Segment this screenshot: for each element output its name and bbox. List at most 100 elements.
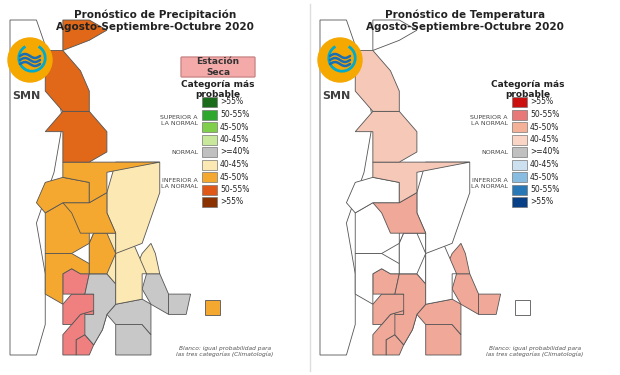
Text: Blanco: igual probabilidad para
las tres categorías (Climatología): Blanco: igual probabilidad para las tres… [486, 346, 583, 357]
Bar [202, 197, 217, 207]
Polygon shape [355, 254, 399, 304]
Polygon shape [373, 193, 426, 233]
Bar [202, 184, 217, 195]
Polygon shape [395, 274, 426, 345]
Polygon shape [373, 162, 470, 203]
Polygon shape [373, 309, 417, 355]
Bar [202, 135, 217, 144]
Text: Blanco: igual probabilidad para
las tres categorías (Climatología): Blanco: igual probabilidad para las tres… [176, 346, 273, 357]
Circle shape [8, 38, 52, 82]
Text: NORMAL: NORMAL [171, 150, 198, 154]
Polygon shape [63, 193, 116, 233]
Polygon shape [399, 233, 426, 284]
Text: 45-50%: 45-50% [530, 123, 559, 132]
Polygon shape [355, 203, 399, 254]
Text: Categoría más
probable: Categoría más probable [491, 80, 565, 99]
Text: >55%: >55% [530, 198, 553, 207]
Polygon shape [76, 335, 94, 355]
Bar [512, 97, 527, 107]
Polygon shape [63, 309, 107, 355]
Text: 45-50%: 45-50% [220, 172, 249, 182]
Polygon shape [85, 294, 94, 314]
Polygon shape [63, 294, 98, 324]
Polygon shape [45, 51, 89, 111]
Text: >=40%: >=40% [530, 147, 559, 156]
Bar [202, 97, 217, 107]
Polygon shape [515, 300, 530, 315]
Text: >55%: >55% [220, 98, 243, 106]
Bar [202, 159, 217, 170]
Text: SUPERIOR A
LA NORMAL: SUPERIOR A LA NORMAL [161, 116, 198, 126]
Polygon shape [45, 111, 107, 162]
Bar [512, 197, 527, 207]
Polygon shape [116, 243, 146, 304]
Text: >=40%: >=40% [220, 147, 249, 156]
Polygon shape [347, 177, 399, 213]
Text: >55%: >55% [220, 198, 243, 207]
Bar [512, 172, 527, 182]
Polygon shape [89, 233, 116, 284]
Text: 40-45%: 40-45% [220, 160, 249, 169]
Polygon shape [355, 51, 399, 111]
Text: INFERIOR A
LA NORMAL: INFERIOR A LA NORMAL [471, 178, 508, 189]
Text: 45-50%: 45-50% [530, 172, 559, 182]
Polygon shape [45, 254, 89, 304]
Polygon shape [142, 274, 169, 314]
Polygon shape [373, 269, 399, 294]
Text: 40-45%: 40-45% [530, 160, 559, 169]
Bar [512, 184, 527, 195]
Polygon shape [395, 294, 404, 314]
Polygon shape [10, 20, 63, 355]
Text: SUPERIOR A
LA NORMAL: SUPERIOR A LA NORMAL [471, 116, 508, 126]
Text: Pronóstico de Temperatura
Agosto-Septiembre-Octubre 2020: Pronóstico de Temperatura Agosto-Septiem… [366, 10, 564, 32]
Text: NORMAL: NORMAL [481, 150, 508, 154]
FancyBboxPatch shape [181, 57, 255, 77]
Polygon shape [169, 294, 190, 314]
Polygon shape [479, 294, 500, 314]
Text: Pronóstico de Precipitación
Agosto-Septiembre-Octubre 2020: Pronóstico de Precipitación Agosto-Septi… [56, 10, 254, 32]
Text: 50-55%: 50-55% [530, 185, 559, 194]
Polygon shape [426, 243, 456, 304]
Polygon shape [417, 299, 461, 335]
Polygon shape [355, 111, 417, 162]
Text: SMN: SMN [12, 91, 40, 101]
Bar [202, 110, 217, 120]
Bar [512, 110, 527, 120]
Polygon shape [448, 243, 470, 274]
Polygon shape [426, 324, 461, 355]
Polygon shape [205, 300, 220, 315]
Polygon shape [399, 233, 426, 274]
Polygon shape [89, 233, 116, 274]
Bar [202, 172, 217, 182]
Polygon shape [320, 20, 373, 355]
Polygon shape [107, 162, 160, 254]
Polygon shape [107, 299, 151, 335]
Text: SMN: SMN [322, 91, 350, 101]
Text: Categoría más
probable: Categoría más probable [181, 80, 255, 99]
Circle shape [318, 38, 362, 82]
Bar [512, 122, 527, 132]
Text: INFERIOR A
LA NORMAL: INFERIOR A LA NORMAL [161, 178, 198, 189]
Text: 45-50%: 45-50% [220, 123, 249, 132]
Text: >55%: >55% [530, 98, 553, 106]
Polygon shape [37, 177, 89, 213]
Bar [512, 147, 527, 157]
Bar [512, 135, 527, 144]
Polygon shape [386, 335, 404, 355]
Polygon shape [45, 203, 89, 254]
Polygon shape [138, 243, 160, 274]
Bar [202, 147, 217, 157]
Polygon shape [373, 294, 408, 324]
Text: 40-45%: 40-45% [220, 135, 249, 144]
Bar [512, 159, 527, 170]
Polygon shape [373, 20, 417, 51]
Polygon shape [63, 20, 107, 51]
Polygon shape [63, 269, 89, 294]
Polygon shape [452, 274, 479, 314]
Polygon shape [85, 274, 116, 345]
Text: Estación
Seca: Estación Seca [197, 57, 239, 77]
Bar [202, 122, 217, 132]
Polygon shape [417, 162, 470, 254]
Text: 50-55%: 50-55% [220, 185, 249, 194]
Text: 40-45%: 40-45% [530, 135, 559, 144]
